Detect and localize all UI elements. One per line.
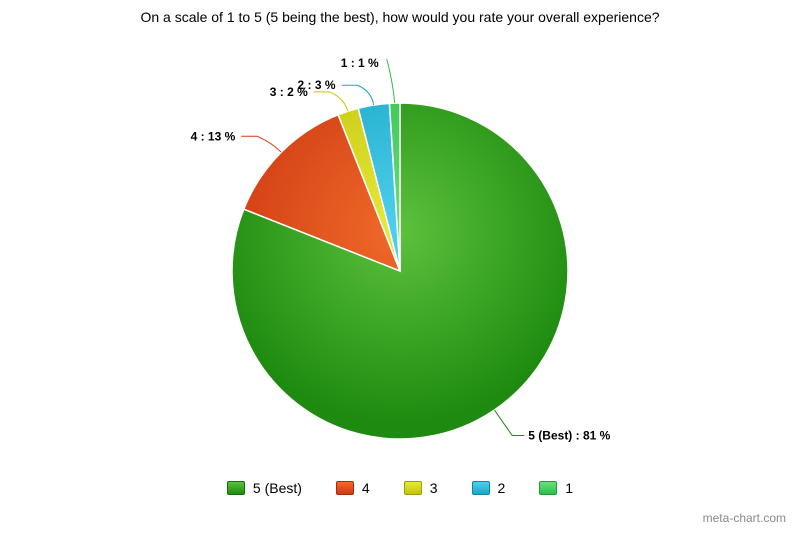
chart-title: On a scale of 1 to 5 (5 being the best),… bbox=[140, 9, 660, 25]
legend-swatch-2 bbox=[471, 481, 490, 495]
legend-label-1: 1 bbox=[565, 480, 574, 496]
slice-label-4: 4 : 13 % bbox=[191, 129, 236, 143]
legend-swatch-1 bbox=[539, 481, 558, 495]
slice-label-1: 1 : 1 % bbox=[341, 56, 379, 70]
pie-slice-4 bbox=[242, 113, 402, 273]
legend-label-5-best: 5 (Best) bbox=[252, 480, 302, 496]
legend-item-2: 2 bbox=[471, 480, 506, 496]
legend: 5 (Best) 4 3 2 1 bbox=[0, 480, 800, 496]
legend-swatch-5-best bbox=[226, 481, 245, 495]
leader-line-2 bbox=[341, 84, 375, 106]
legend-label-2: 2 bbox=[497, 480, 506, 496]
legend-item-1: 1 bbox=[539, 480, 573, 496]
legend-swatch-4 bbox=[335, 481, 354, 495]
legend-label-3: 3 bbox=[429, 480, 438, 496]
pie-slice-1 bbox=[388, 102, 401, 272]
legend-item-5-best: 5 (Best) bbox=[226, 480, 302, 496]
leader-line-5-best bbox=[494, 409, 525, 437]
leader-line-4 bbox=[241, 135, 282, 153]
leader-line-1 bbox=[386, 58, 396, 104]
slice-label-2: 2 : 3 % bbox=[298, 78, 336, 92]
slice-label-5-best: 5 (Best) : 81 % bbox=[528, 429, 610, 443]
watermark: meta-chart.com bbox=[702, 511, 786, 525]
legend-item-4: 4 bbox=[335, 480, 370, 496]
legend-label-4: 4 bbox=[361, 480, 370, 496]
legend-item-3: 3 bbox=[403, 480, 438, 496]
leader-line-3 bbox=[313, 91, 349, 112]
slice-label-3: 3 : 2 % bbox=[270, 85, 308, 99]
legend-swatch-3 bbox=[403, 481, 422, 495]
